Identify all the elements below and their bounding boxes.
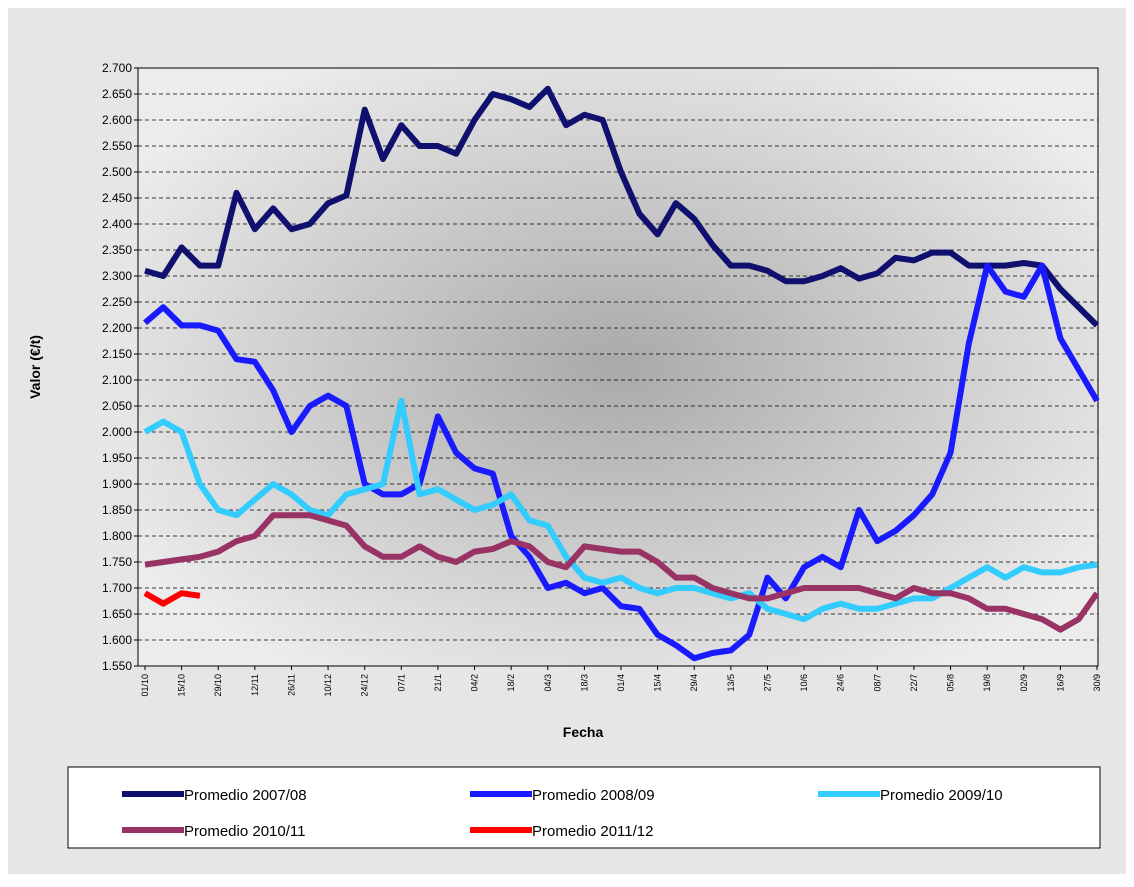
x-tick-label: 19/8 [982,674,992,692]
x-tick-label: 12/11 [250,674,260,696]
y-tick-label: 2.350 [102,243,132,257]
x-tick-label: 07/1 [396,674,406,692]
y-tick-label: 2.650 [102,87,132,101]
y-tick-label: 2.300 [102,269,132,283]
x-tick-label: 29/10 [213,674,223,697]
legend-label: Promedio 2010/11 [184,823,305,840]
x-axis-title: Fecha [563,724,604,740]
y-tick-label: 1.850 [102,503,132,517]
y-tick-label: 1.550 [102,659,132,673]
series-line [143,590,201,607]
y-tick-label: 2.450 [102,191,132,205]
x-tick-label: 29/4 [689,674,699,692]
x-tick-label: 16/9 [1055,674,1065,692]
y-tick-label: 2.100 [102,373,132,387]
y-tick-label: 1.600 [102,633,132,647]
legend-label: Promedio 2009/10 [880,787,1003,804]
x-tick-label: 13/5 [726,674,736,692]
y-tick-label: 2.700 [102,61,132,75]
y-tick-label: 1.900 [102,477,132,491]
x-tick-label: 10/12 [323,674,333,697]
x-tick-label: 04/2 [470,674,480,692]
x-tick-label: 05/8 [946,674,956,692]
legend-label: Promedio 2008/09 [532,787,655,804]
legend [67,766,1101,849]
y-tick-label: 1.750 [102,555,132,569]
series-line [144,512,1100,633]
y-tick-label: 1.700 [102,581,132,595]
x-tick-label: 08/7 [872,674,882,692]
x-tick-label: 27/5 [762,674,772,692]
x-tick-label: 04/3 [543,674,553,692]
y-tick-label: 1.650 [102,607,132,621]
y-tick-label: 2.250 [102,295,132,309]
x-tick-label: 30/9 [1092,674,1102,692]
y-tick-label: 1.950 [102,451,132,465]
x-tick-label: 01/4 [616,674,626,692]
y-tick-label: 2.500 [102,165,132,179]
y-tick-label: 1.800 [102,529,132,543]
x-tick-label: 02/9 [1019,674,1029,692]
y-tick-label: 2.600 [102,113,132,127]
y-tick-label: 2.400 [102,217,132,231]
x-tick-label: 18/3 [579,674,589,692]
x-tick-label: 18/2 [506,674,516,692]
x-tick-label: 10/6 [799,674,809,692]
y-tick-label: 2.550 [102,139,132,153]
x-tick-label: 24/6 [836,674,846,692]
y-tick-label: 2.150 [102,347,132,361]
x-tick-label: 15/4 [653,674,663,692]
x-tick-label: 21/1 [433,674,443,692]
y-tick-label: 2.200 [102,321,132,335]
series-line [144,85,1100,328]
y-tick-label: 2.050 [102,399,132,413]
x-tick-label: 26/11 [286,674,296,696]
x-tick-label: 15/10 [177,674,187,697]
x-tick-label: 01/10 [140,674,150,697]
x-tick-label: 24/12 [360,674,370,697]
x-tick-label: 22/7 [909,674,919,692]
series-line [143,262,1100,662]
legend-label: Promedio 2011/12 [532,823,653,840]
y-axis-title: Valor (€/t) [27,335,43,399]
legend-label: Promedio 2007/08 [184,787,307,804]
y-tick-label: 2.000 [102,425,132,439]
